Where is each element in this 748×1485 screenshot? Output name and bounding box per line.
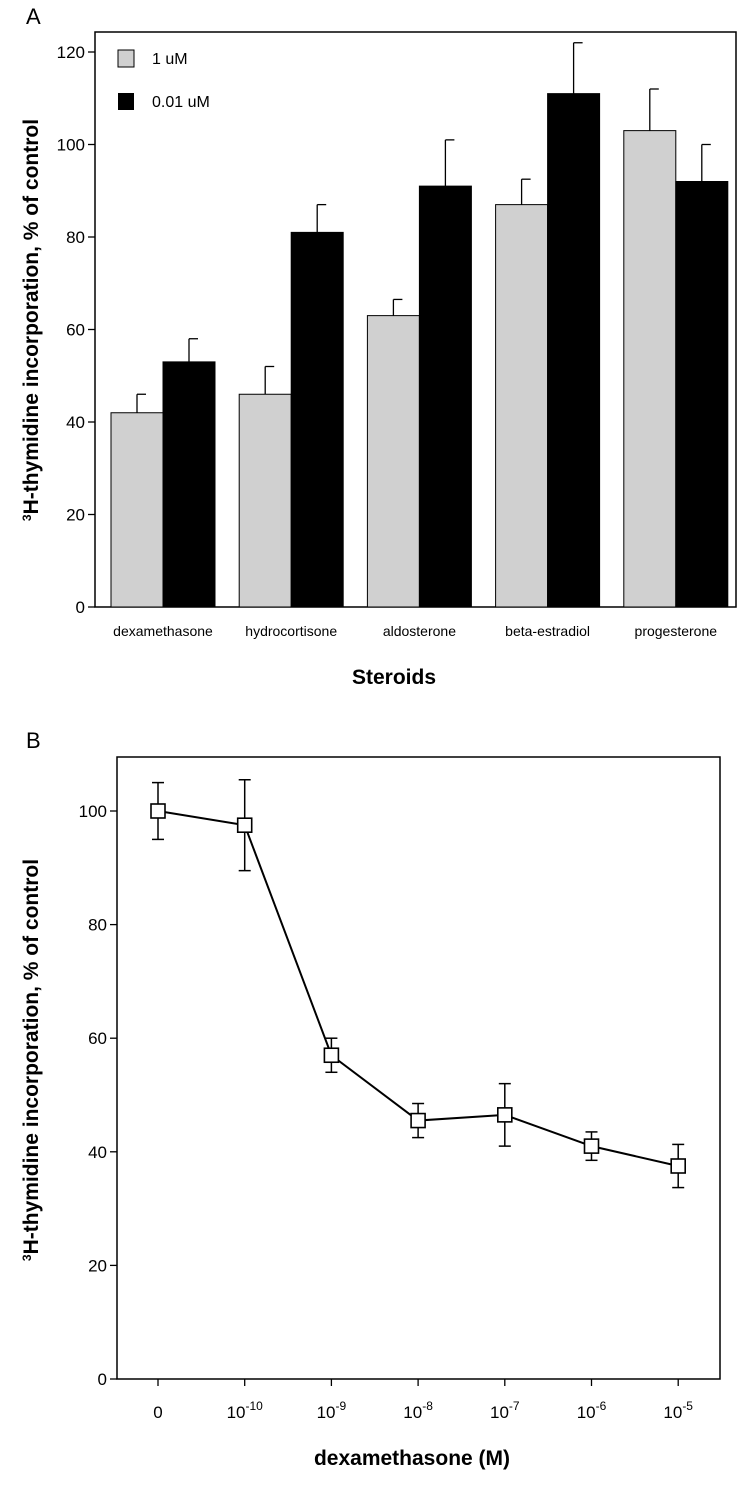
x-tick-label: 10-7 (490, 1399, 520, 1422)
data-point-marker (323, 1047, 340, 1064)
panel-a-legend: 1 uM 0.01 uM (117, 49, 210, 111)
bar (162, 361, 216, 608)
x-tick-label: 10-9 (317, 1399, 347, 1422)
y-tick-label: 40 (88, 1143, 107, 1162)
panel-b-y-axis-text: H-thymidine incorporation, % of control (20, 859, 43, 1255)
y-tick-label: 0 (76, 598, 85, 617)
panel-a-y-axis-text: H-thymidine incorporation, % of control (20, 119, 43, 515)
category-label: hydrocortisone (245, 623, 337, 639)
y-tick-label: 60 (66, 321, 85, 340)
bar (110, 412, 164, 608)
y-tick-label: 20 (66, 506, 85, 525)
panel-a-bar-chart: A 0 20 40 60 80 100 120 dexamethasone hydrocort… (20, 4, 737, 689)
bar (238, 393, 292, 608)
bar (495, 204, 549, 608)
data-point-marker (150, 803, 166, 819)
legend-swatch-1um (117, 49, 135, 68)
y-tick-label: 80 (88, 916, 107, 935)
panel-b-plot-frame (116, 756, 721, 1380)
panel-a-x-axis-title: Steroids (352, 666, 436, 689)
y-tick-label: 100 (79, 802, 107, 821)
x-tick-label: 10-6 (577, 1399, 607, 1422)
x-tick-label: 10-8 (403, 1399, 433, 1422)
panel-b-y-axis-sup: 3 (20, 1254, 34, 1261)
panel-b-letter: B (26, 728, 41, 753)
category-label: progesterone (635, 623, 718, 639)
panel-a-y-axis-sup: 3 (20, 514, 34, 521)
bar (675, 181, 729, 608)
y-tick-label: 100 (57, 136, 85, 155)
data-point-marker (670, 1158, 687, 1174)
legend-label-001um: 0.01 uM (152, 94, 210, 111)
bar (418, 185, 472, 608)
y-tick-label: 40 (66, 413, 85, 432)
panel-a-letter: A (26, 4, 41, 29)
data-point-marker (583, 1138, 600, 1154)
panel-b-y-axis-title: 3H-thymidine incorporation, % of control (20, 859, 43, 1261)
data-point-marker (496, 1107, 513, 1123)
panel-b-line-chart: B 0 20 40 60 80 100 0 10-10 10-9 10-8 10-7 10-6 10-… (20, 728, 721, 1470)
y-tick-label: 120 (57, 43, 85, 62)
y-tick-label: 0 (98, 1370, 107, 1389)
data-point-marker (236, 817, 253, 834)
legend-swatch-001um (118, 93, 134, 110)
x-tick-label: 10-10 (227, 1399, 264, 1422)
y-tick-label: 80 (66, 228, 85, 247)
x-tick-label: 0 (153, 1403, 162, 1422)
panel-b-x-axis-title: dexamethasone (M) (314, 1447, 510, 1470)
data-point-marker (410, 1112, 426, 1129)
bar (290, 231, 344, 608)
category-label: aldosterone (383, 623, 456, 639)
y-tick-label: 60 (88, 1029, 107, 1048)
category-label: dexamethasone (113, 623, 213, 639)
category-label: beta-estradiol (505, 623, 590, 639)
panel-a-y-axis-title: 3H-thymidine incorporation, % of control (20, 119, 43, 521)
x-tick-label: 10-5 (663, 1399, 693, 1422)
bar (623, 130, 677, 608)
bar (547, 93, 601, 608)
y-tick-label: 20 (88, 1256, 107, 1275)
bar (366, 315, 420, 608)
legend-label-1um: 1 uM (152, 51, 188, 68)
